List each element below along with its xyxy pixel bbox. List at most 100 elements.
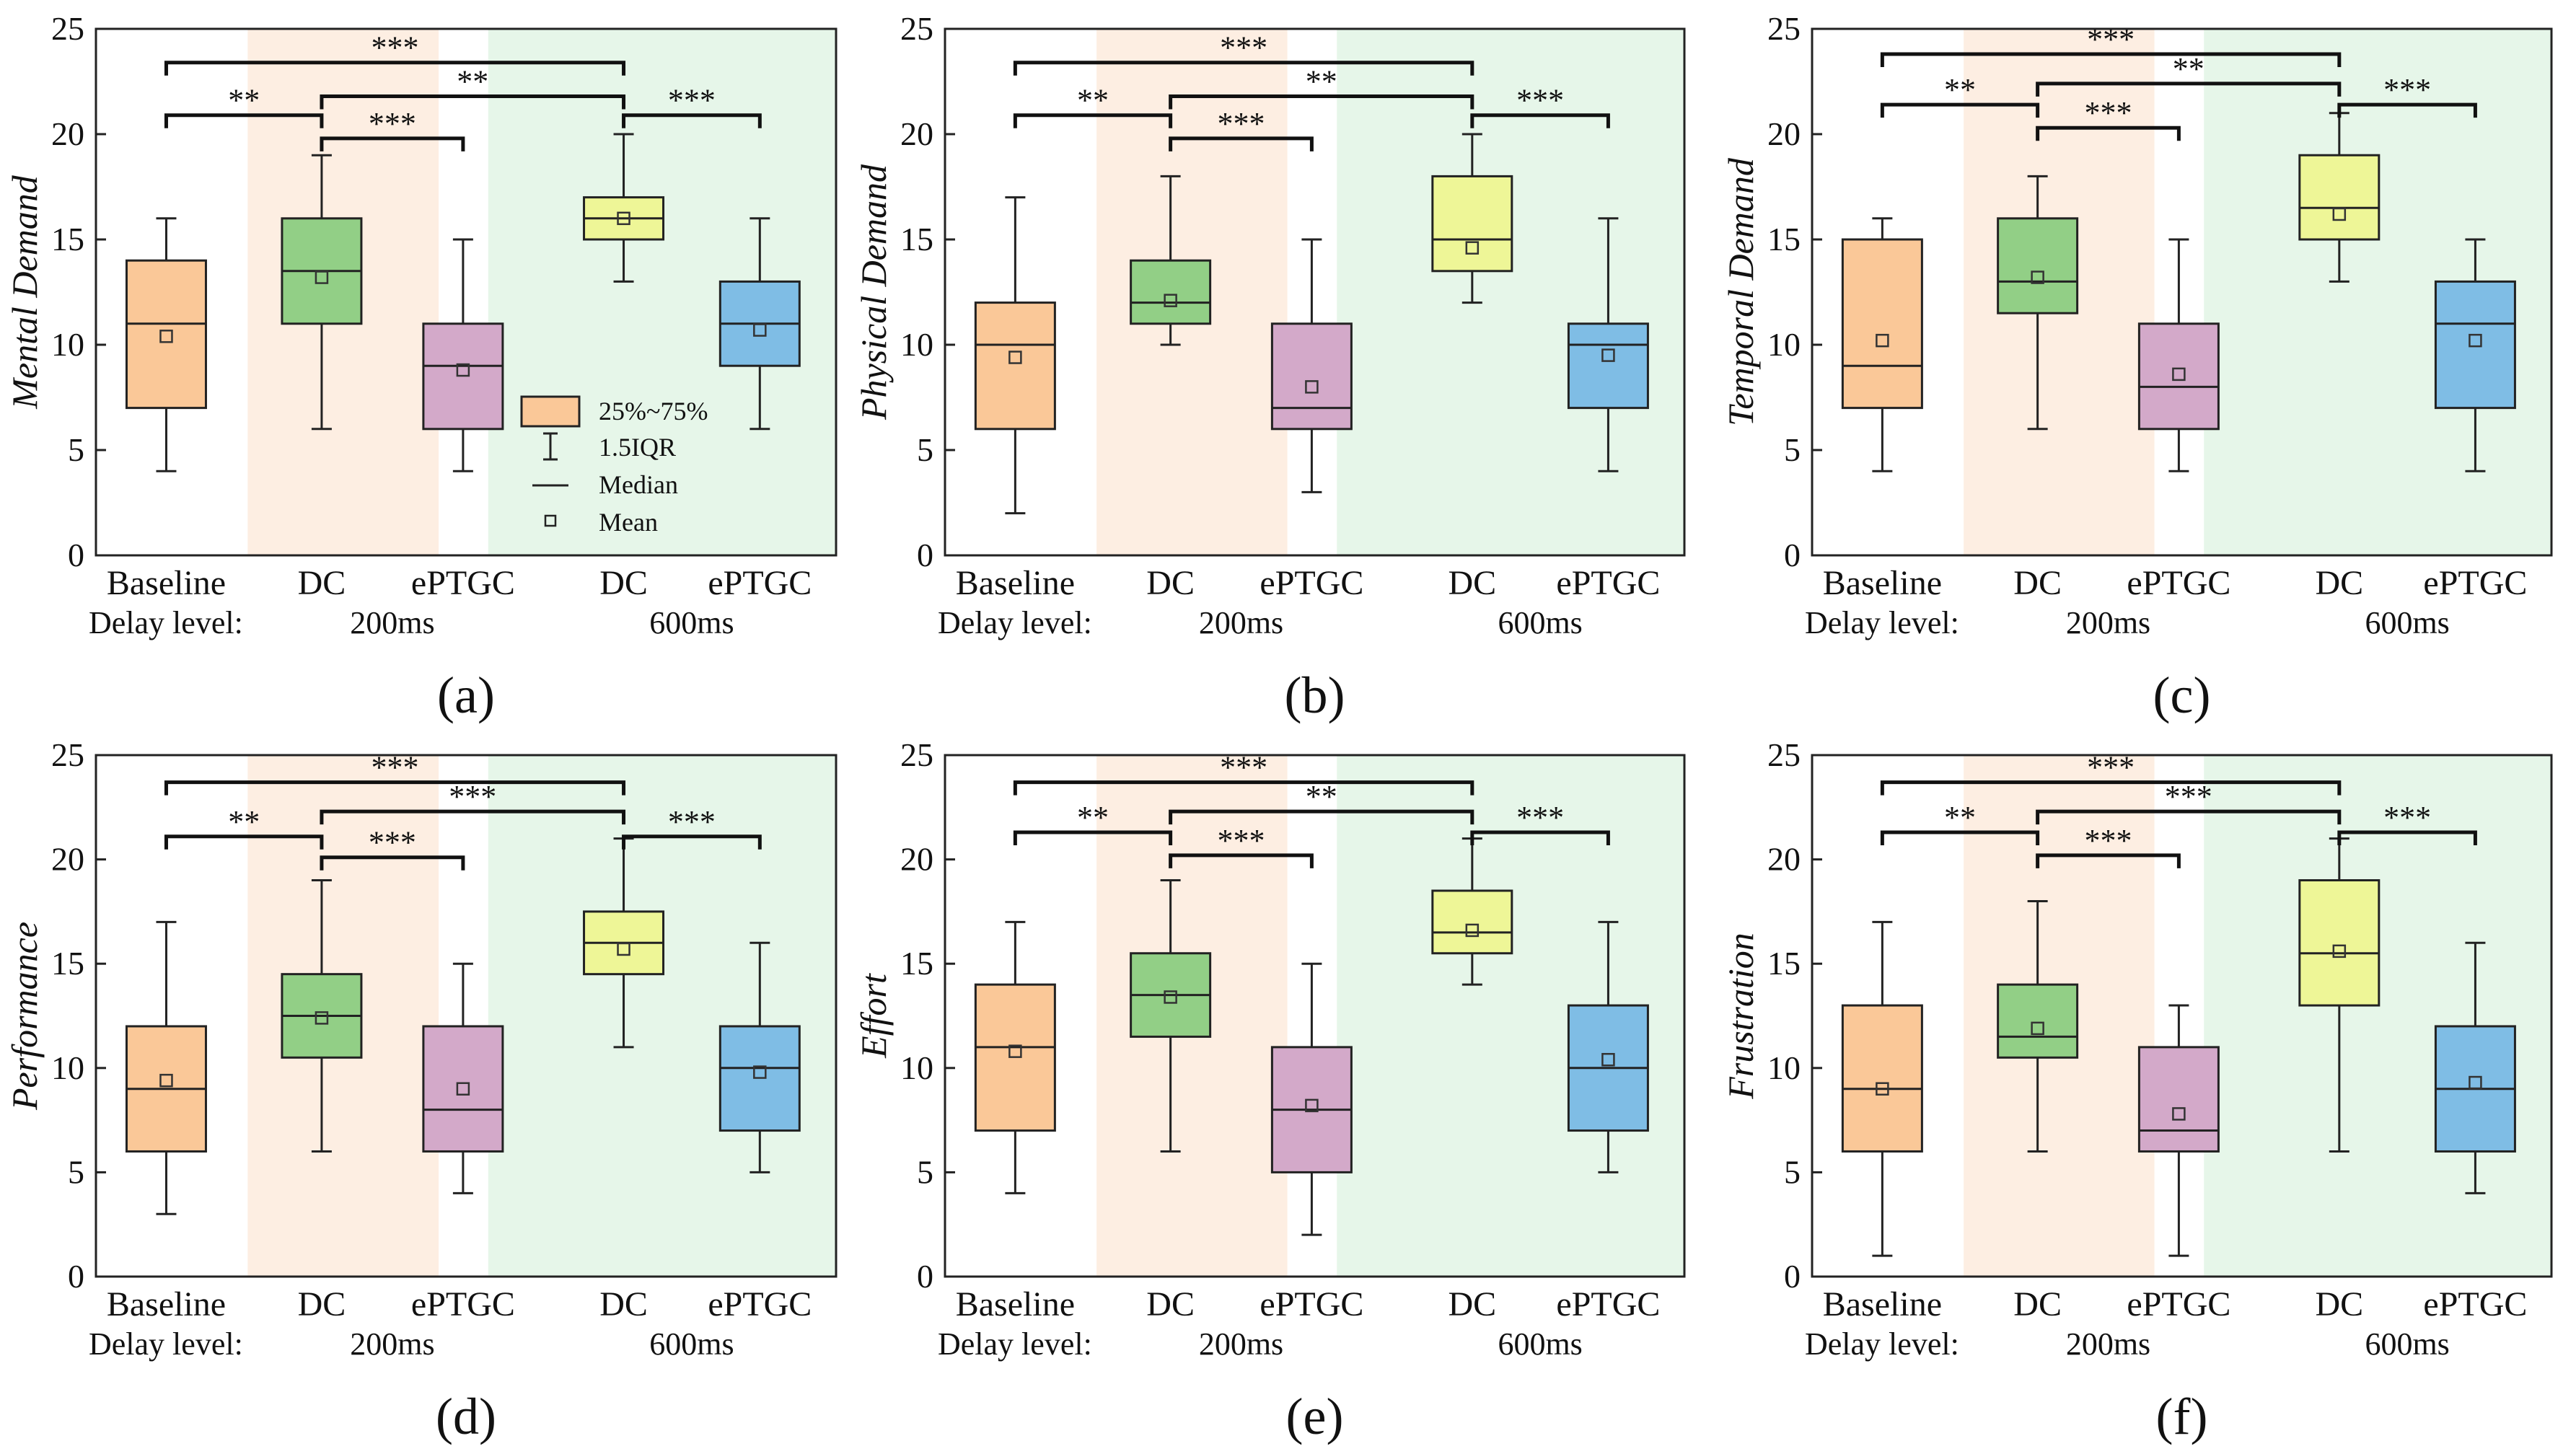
mean-marker <box>159 1073 173 1088</box>
significance-bracket <box>622 113 762 128</box>
significance-bracket <box>1169 853 1314 868</box>
y-axis-label: Frustration <box>1720 933 1761 1100</box>
significance-label: *** <box>2085 823 2132 858</box>
y-tick-label: 10 <box>900 1049 933 1086</box>
iqr-box <box>2137 1046 2220 1153</box>
significance-label: *** <box>449 779 496 814</box>
significance-bracket <box>1880 830 2040 845</box>
y-tick-label: 20 <box>900 841 933 878</box>
iqr-box <box>2137 322 2220 431</box>
y-tick-label: 15 <box>1767 945 1801 982</box>
significance-bracket <box>2036 81 2342 97</box>
mean-marker <box>2469 333 2482 348</box>
significance-bracket <box>164 113 324 128</box>
mean-marker <box>1164 294 1177 307</box>
mean-marker <box>2469 1075 2482 1090</box>
y-tick-label: 0 <box>1784 1258 1801 1295</box>
mean-marker <box>2332 944 2347 959</box>
plot-frame <box>944 754 1686 1278</box>
iqr-box <box>1997 217 2079 314</box>
x-category-label: DC <box>1146 1285 1195 1323</box>
x-category-label: DC <box>2315 564 2363 602</box>
y-tick-label: 25 <box>900 736 933 773</box>
mean-marker <box>1008 1044 1022 1058</box>
iqr-box <box>2434 280 2516 410</box>
x-category-label: ePTGC <box>1556 564 1660 602</box>
mean-marker <box>2031 270 2044 284</box>
x-category-label: ePTGC <box>2127 1285 2230 1323</box>
delay-group-label: 200ms <box>350 1326 434 1362</box>
significance-label: *** <box>369 106 416 141</box>
mean-marker <box>1008 351 1022 364</box>
y-tick-label: 20 <box>1767 115 1801 152</box>
iqr-box <box>1270 322 1353 431</box>
iqr-box <box>1431 175 1513 273</box>
x-category-label: Baseline <box>956 564 1075 602</box>
significance-label: *** <box>668 804 716 840</box>
iqr-box <box>422 1025 504 1153</box>
mean-marker <box>2172 1107 2186 1121</box>
significance-bracket <box>164 780 626 796</box>
x-category-label: Baseline <box>107 1285 226 1323</box>
significance-bracket <box>320 809 626 825</box>
mean-marker <box>1876 333 1889 348</box>
delay-group-label: 600ms <box>1498 605 1582 640</box>
iqr-box <box>1431 889 1513 955</box>
mean-marker <box>2172 367 2186 382</box>
mean-marker <box>315 1011 329 1025</box>
panel-label: (d) <box>436 1388 496 1445</box>
y-tick-label: 5 <box>68 431 84 468</box>
x-category-label: Baseline <box>107 564 226 602</box>
panel-label: (b) <box>1285 666 1345 724</box>
y-tick-label: 20 <box>900 115 933 152</box>
legend-box-swatch <box>520 395 581 428</box>
delay-group-label: 600ms <box>649 1326 734 1362</box>
significance-label: ** <box>228 83 260 118</box>
iqr-box <box>1841 238 1923 410</box>
significance-label: *** <box>1516 83 1564 118</box>
iqr-box <box>2298 879 2381 1007</box>
legend-box-label: 25%~75% <box>599 397 708 426</box>
mean-marker <box>753 1065 767 1079</box>
significance-label: *** <box>2085 95 2132 131</box>
significance-bracket <box>1169 94 1474 110</box>
panel-label: (f) <box>2156 1388 2208 1445</box>
delay-level-prefix: Delay level: <box>89 605 243 640</box>
mean-marker <box>2332 207 2347 221</box>
significance-bracket <box>2337 102 2477 118</box>
y-tick-label: 0 <box>917 1258 933 1295</box>
x-category-label: ePTGC <box>1260 1285 1363 1323</box>
significance-bracket <box>2036 853 2181 868</box>
x-category-label: DC <box>1448 1285 1496 1323</box>
significance-bracket <box>2036 125 2181 141</box>
significance-label: *** <box>369 825 416 860</box>
legend-mean-label: Mean <box>599 508 658 537</box>
legend-mean-icon <box>544 514 557 527</box>
significance-label: ** <box>1944 800 1976 835</box>
significance-bracket <box>320 855 465 871</box>
significance-label: *** <box>1218 106 1265 141</box>
plot-frame <box>1811 754 2553 1278</box>
plot-frame <box>944 27 1686 557</box>
iqr-box <box>974 301 1056 431</box>
significance-label: *** <box>1218 823 1265 858</box>
panel-label: (c) <box>2153 666 2211 724</box>
significance-bracket <box>2036 809 2342 825</box>
y-tick-label: 0 <box>68 1258 84 1295</box>
legend: 25%~75% 1.5IQR Median Mean <box>520 395 708 537</box>
significance-bracket <box>1013 61 1474 76</box>
y-tick-label: 5 <box>917 431 933 468</box>
y-tick-label: 10 <box>1767 1049 1801 1086</box>
y-axis-label: Mental Demand <box>4 175 45 410</box>
y-tick-label: 25 <box>51 736 84 773</box>
delay-group-label: 600ms <box>2365 1326 2449 1362</box>
mean-marker <box>456 1082 470 1096</box>
delay-group-label: 600ms <box>2365 605 2449 640</box>
delay-group-label: 200ms <box>2066 605 2150 640</box>
significance-bracket <box>1880 52 2342 68</box>
mean-marker <box>1601 1052 1615 1067</box>
significance-label: *** <box>2383 72 2431 107</box>
